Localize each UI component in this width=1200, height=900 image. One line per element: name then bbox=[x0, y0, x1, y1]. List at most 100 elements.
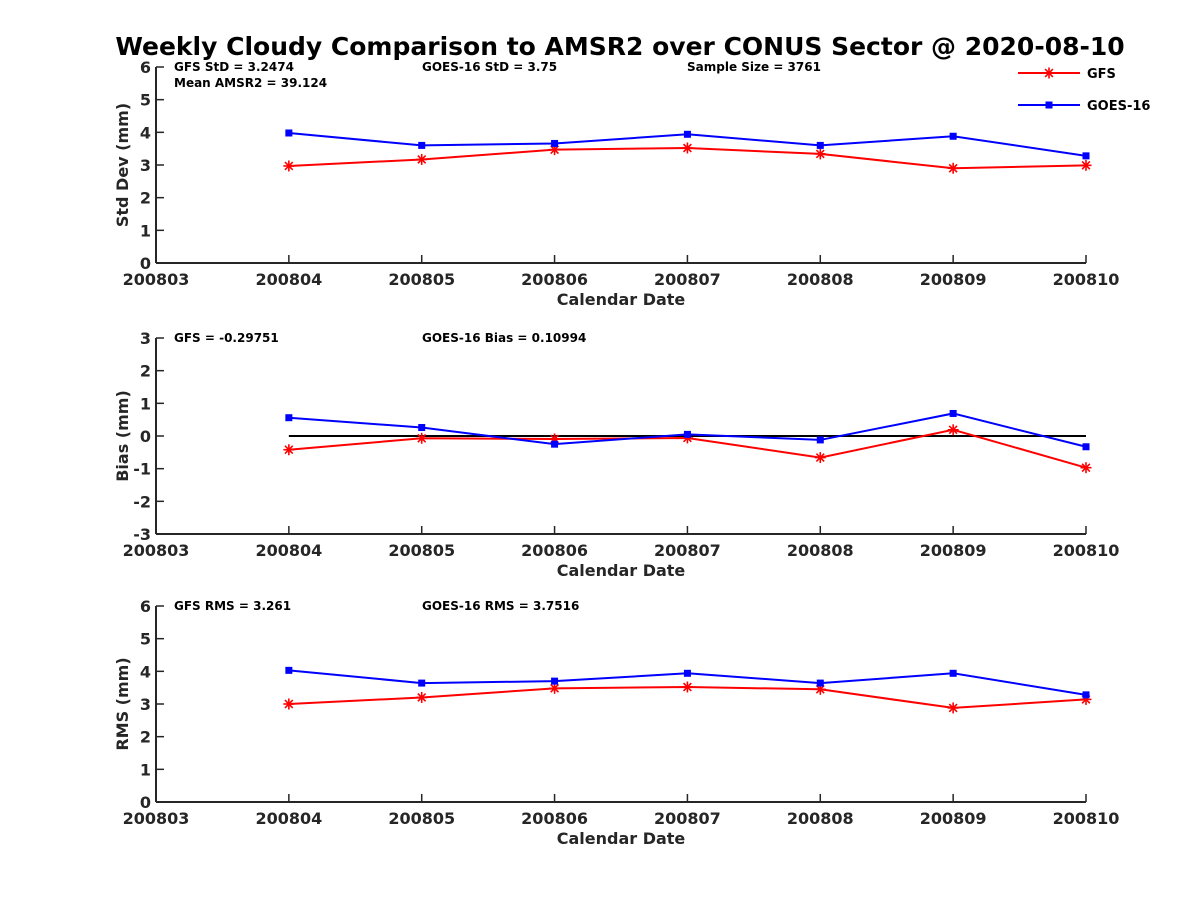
data-point bbox=[283, 444, 295, 456]
x-axis-label: Calendar Date bbox=[557, 290, 686, 309]
series-goes-16 bbox=[285, 666, 1090, 699]
data-point bbox=[949, 132, 957, 140]
legend-marker bbox=[1043, 67, 1055, 79]
x-tick-label: 200804 bbox=[255, 270, 322, 289]
y-tick-label: 3 bbox=[140, 329, 151, 348]
data-point bbox=[947, 424, 959, 436]
data-point bbox=[551, 440, 559, 448]
y-tick-label: 1 bbox=[140, 394, 151, 413]
x-tick-label: 200807 bbox=[654, 809, 721, 828]
y-tick-label: 1 bbox=[140, 221, 151, 240]
x-tick-label: 200806 bbox=[521, 809, 588, 828]
y-tick-label: 2 bbox=[140, 728, 151, 747]
y-tick-label: 1 bbox=[140, 760, 151, 779]
y-tick-label: -2 bbox=[133, 492, 151, 511]
annotation: GFS = -0.29751 bbox=[174, 331, 279, 345]
y-tick-label: 3 bbox=[140, 695, 151, 714]
y-tick-label: 0 bbox=[140, 793, 151, 812]
y-axis-label: Bias (mm) bbox=[113, 390, 132, 482]
data-point bbox=[949, 669, 957, 677]
panel-2: 200803 200804 200805 200806 200807 200808 2008… bbox=[113, 329, 1119, 580]
panel-3: 200803 200804 200805 200806 200807 200808 2008… bbox=[113, 597, 1119, 848]
x-tick-label: 200810 bbox=[1053, 809, 1120, 828]
annotation: GFS StD = 3.2474 bbox=[174, 60, 294, 74]
data-point bbox=[285, 666, 293, 674]
x-tick-label: 200807 bbox=[654, 541, 721, 560]
data-point bbox=[549, 682, 561, 694]
x-tick-label: 200808 bbox=[787, 541, 854, 560]
series-gfs bbox=[283, 681, 1092, 714]
legend-label: GFS bbox=[1087, 67, 1116, 82]
data-point bbox=[418, 424, 426, 432]
data-point bbox=[683, 130, 691, 138]
x-tick-label: 200806 bbox=[521, 270, 588, 289]
x-tick-label: 200804 bbox=[255, 541, 322, 560]
data-point bbox=[551, 677, 559, 685]
y-tick-label: 0 bbox=[140, 254, 151, 273]
y-tick-label: 5 bbox=[140, 630, 151, 649]
series-goes-16 bbox=[285, 409, 1090, 451]
data-point bbox=[949, 409, 957, 417]
y-tick-label: 5 bbox=[140, 91, 151, 110]
legend-marker bbox=[1045, 101, 1053, 109]
panel-1: 200803 200804 200805 200806 200807 200808 2008… bbox=[113, 58, 1119, 309]
data-point bbox=[947, 702, 959, 714]
y-tick-label: 4 bbox=[140, 662, 151, 681]
data-point bbox=[814, 452, 826, 464]
y-tick-label: 3 bbox=[140, 156, 151, 175]
data-point bbox=[551, 139, 559, 147]
y-axis-label: RMS (mm) bbox=[113, 657, 132, 750]
data-point bbox=[416, 153, 428, 165]
x-tick-label: 200809 bbox=[920, 270, 987, 289]
y-tick-label: 6 bbox=[140, 58, 151, 77]
data-point bbox=[416, 432, 428, 444]
legend-entry-gfs: GFS bbox=[1018, 67, 1116, 82]
data-point bbox=[1082, 152, 1090, 160]
panels: 200803 200804 200805 200806 200807 200808 2008… bbox=[113, 58, 1119, 848]
x-tick-label: 200810 bbox=[1053, 270, 1120, 289]
series-gfs bbox=[283, 142, 1092, 174]
x-tick-label: 200803 bbox=[123, 270, 190, 289]
x-tick-label: 200805 bbox=[388, 541, 455, 560]
y-tick-label: 2 bbox=[140, 362, 151, 381]
x-tick-label: 200808 bbox=[787, 809, 854, 828]
data-point bbox=[1082, 691, 1090, 699]
x-tick-label: 200807 bbox=[654, 270, 721, 289]
data-point bbox=[816, 141, 824, 149]
data-point bbox=[1080, 462, 1092, 474]
data-point bbox=[1082, 443, 1090, 451]
data-point bbox=[683, 430, 691, 438]
x-tick-label: 200803 bbox=[123, 541, 190, 560]
annotation: GFS RMS = 3.261 bbox=[174, 599, 291, 613]
x-tick-label: 200803 bbox=[123, 809, 190, 828]
legend: GFS GOES-16 bbox=[1018, 67, 1150, 114]
x-tick-label: 200808 bbox=[787, 270, 854, 289]
x-tick-label: 200809 bbox=[920, 541, 987, 560]
y-tick-label: 4 bbox=[140, 123, 151, 142]
legend-entry-goes-16: GOES-16 bbox=[1018, 99, 1150, 114]
annotation: GOES-16 StD = 3.75 bbox=[422, 60, 557, 74]
annotation: GOES-16 Bias = 0.10994 bbox=[422, 331, 586, 345]
x-tick-label: 200805 bbox=[388, 809, 455, 828]
annotation: Sample Size = 3761 bbox=[687, 60, 821, 74]
series-goes-16 bbox=[285, 129, 1090, 160]
data-point bbox=[814, 148, 826, 160]
y-tick-label: -1 bbox=[133, 460, 151, 479]
y-tick-label: 2 bbox=[140, 189, 151, 208]
data-point bbox=[816, 679, 824, 687]
data-point bbox=[683, 669, 691, 677]
annotation: Mean AMSR2 = 39.124 bbox=[174, 76, 327, 90]
annotation: GOES-16 RMS = 3.7516 bbox=[422, 599, 579, 613]
x-tick-label: 200809 bbox=[920, 809, 987, 828]
x-tick-label: 200805 bbox=[388, 270, 455, 289]
data-point bbox=[285, 129, 293, 137]
y-axis-label: Std Dev (mm) bbox=[113, 103, 132, 227]
data-point bbox=[416, 691, 428, 703]
x-tick-label: 200810 bbox=[1053, 541, 1120, 560]
x-axis-label: Calendar Date bbox=[557, 561, 686, 580]
data-point bbox=[418, 679, 426, 687]
data-point bbox=[283, 698, 295, 710]
x-tick-label: 200806 bbox=[521, 541, 588, 560]
data-point bbox=[681, 142, 693, 154]
